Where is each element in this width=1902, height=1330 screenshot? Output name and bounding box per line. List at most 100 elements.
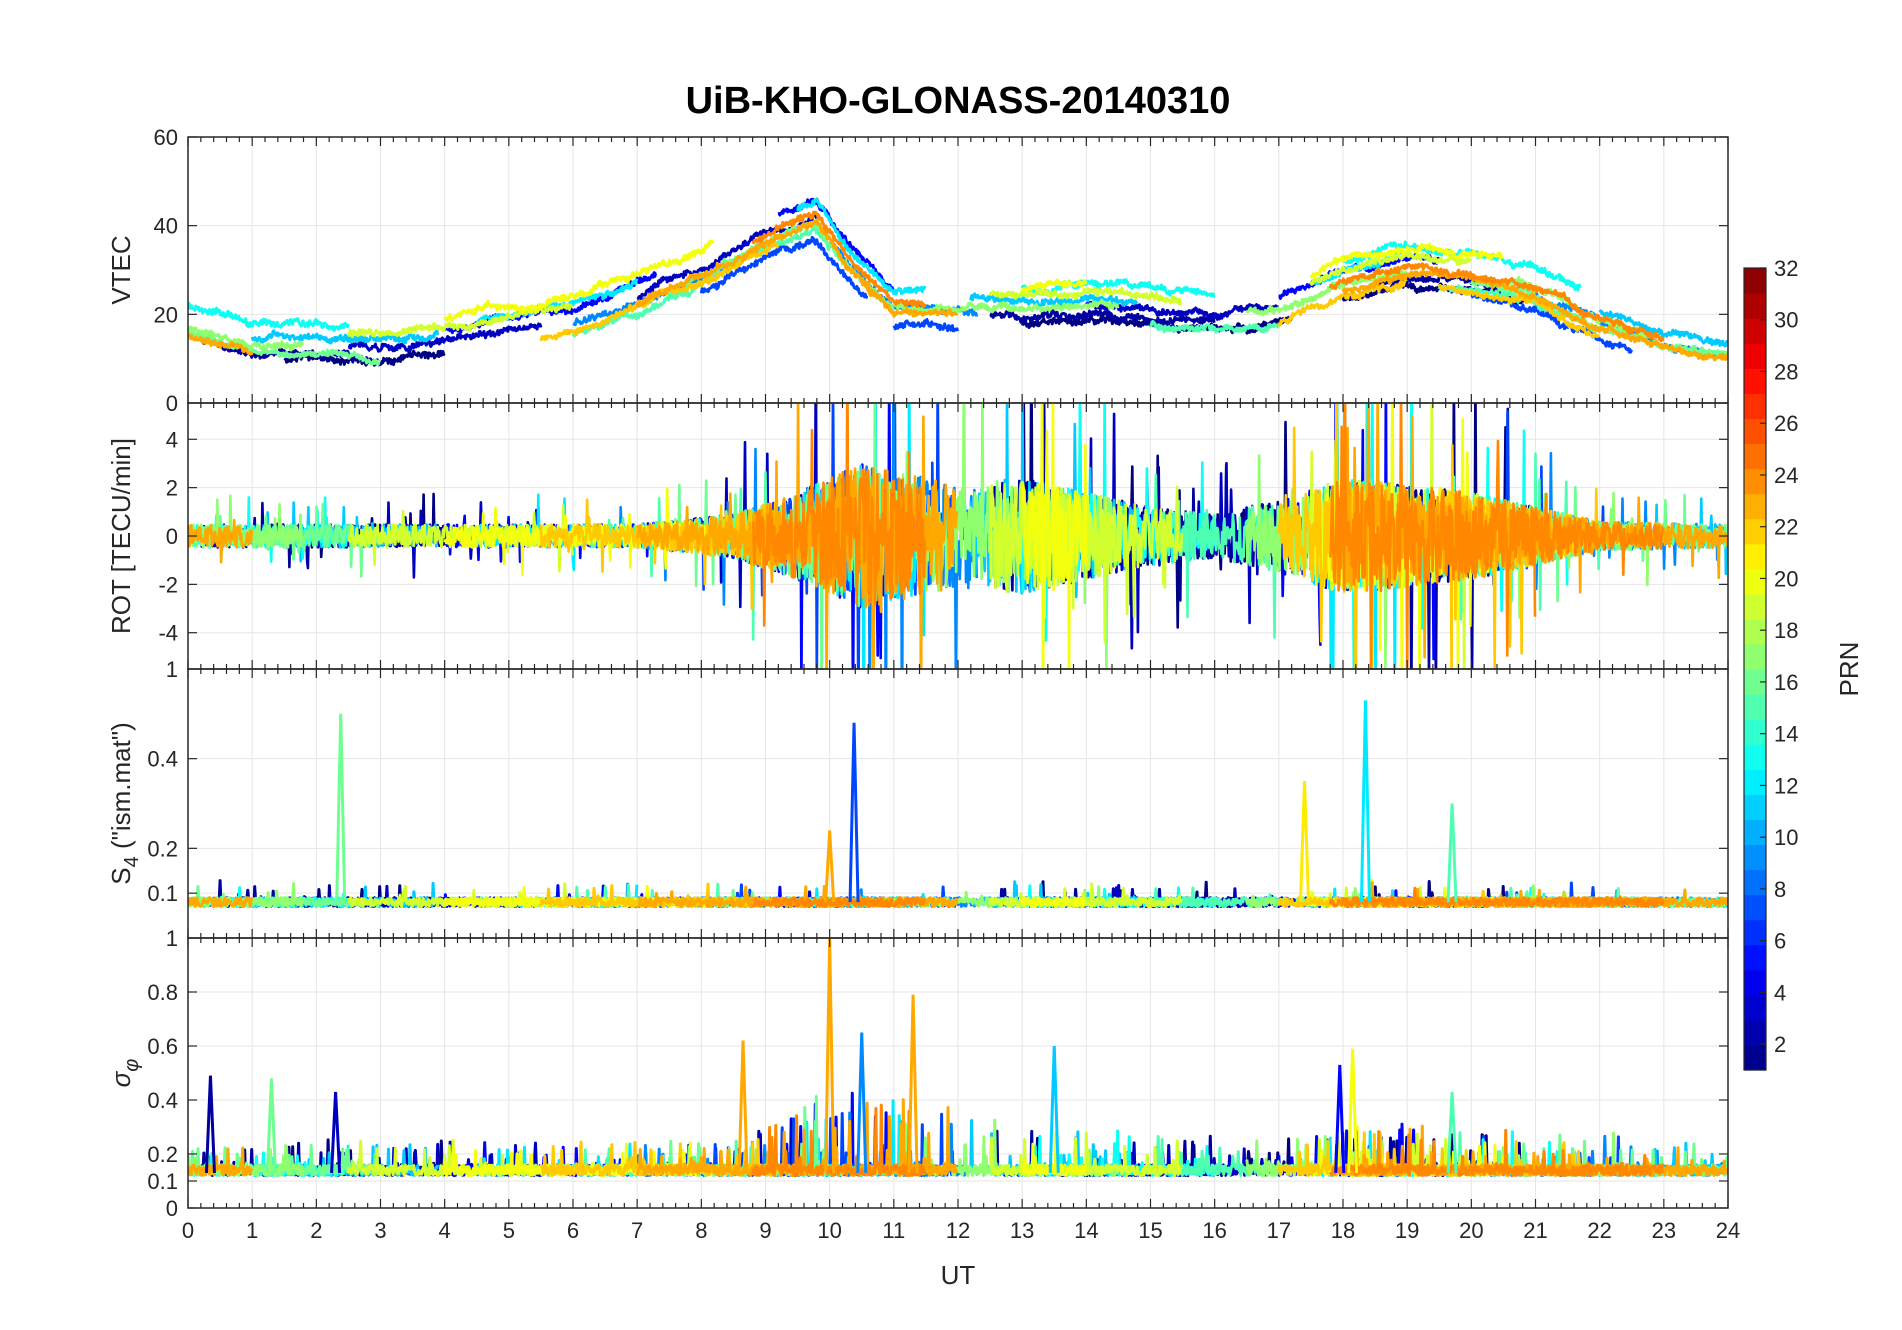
series-prn-23 <box>188 518 254 564</box>
colorbar-band <box>1744 1019 1766 1046</box>
x-tick-label: 8 <box>695 1218 707 1243</box>
y-tick-label: -4 <box>158 621 178 646</box>
grid-lines <box>187 669 1729 938</box>
series-prn-11 <box>250 329 440 345</box>
spike-prn-23 <box>907 994 919 1173</box>
spike-prn-21 <box>1299 781 1310 903</box>
series-prn-11 <box>1598 309 1728 348</box>
spike-prn-3 <box>330 1091 342 1173</box>
series-prn-7 <box>1470 290 1633 354</box>
spike-prn-20 <box>1347 1048 1359 1173</box>
y-tick-label: 0.4 <box>147 747 178 772</box>
series-prn-24 <box>1534 1149 1665 1177</box>
spike-prn-15 <box>1446 803 1458 903</box>
colorbar-band <box>1744 618 1766 645</box>
spike-prn-2 <box>204 1075 216 1173</box>
series-prn-24 <box>1328 1128 1537 1177</box>
x-tick-label: 13 <box>1010 1218 1034 1243</box>
colorbar-band <box>1744 418 1766 445</box>
series-prn-24 <box>1328 262 1537 292</box>
colorbar-band <box>1744 1044 1766 1071</box>
x-ticks <box>187 669 1729 938</box>
colorbar-band <box>1744 343 1766 369</box>
y-tick-label: 0.1 <box>147 881 178 906</box>
x-tick-label: 22 <box>1587 1218 1611 1243</box>
colorbar-tick-label: 24 <box>1774 463 1798 488</box>
x-tick-label: 24 <box>1716 1218 1740 1243</box>
colorbar-tick-label: 14 <box>1774 722 1798 747</box>
series-prn-20 <box>1020 278 1088 293</box>
x-tick-labels: 0 1 2 3 4 5 6 7 8 9 10 11 12 13 14 15 16 17 18 19 20 21 22 23 24 <box>182 1218 1740 1243</box>
x-tick-label: 2 <box>310 1218 322 1243</box>
spike-prn-5 <box>1334 1064 1346 1173</box>
series-prn-24 <box>751 210 927 309</box>
y-axis-label-sub: 4 <box>121 856 143 867</box>
x-tick-label: 15 <box>1138 1218 1162 1243</box>
y-tick-label: 20 <box>154 302 178 327</box>
x-tick-label: 0 <box>182 1218 194 1243</box>
spike-prn-16 <box>335 713 347 903</box>
series-prn-23 <box>188 1146 254 1177</box>
x-tick-label: 20 <box>1459 1218 1483 1243</box>
spike-prn-16 <box>265 1078 277 1173</box>
colorbar-band <box>1744 669 1766 695</box>
colorbar-box <box>1743 267 1767 1071</box>
grid-lines <box>187 136 1729 403</box>
spike-prn-12 <box>1359 700 1371 903</box>
colorbar-band <box>1744 368 1766 394</box>
x-tick-label: 23 <box>1652 1218 1676 1243</box>
x-tick-label: 6 <box>567 1218 579 1243</box>
colorbar-band <box>1744 969 1766 996</box>
y-tick-label: 2 <box>166 476 178 501</box>
colorbar-band <box>1744 844 1766 871</box>
colorbar-tick-label: 10 <box>1774 825 1798 850</box>
colorbar-band <box>1744 769 1766 795</box>
y-axis-label: σφ <box>106 1059 143 1088</box>
x-tick-label: 12 <box>946 1218 970 1243</box>
spike-prn-23 <box>824 830 836 903</box>
colorbar-tick-label: 32 <box>1774 256 1798 281</box>
colorbar-band <box>1744 994 1766 1021</box>
series-prn-15 <box>1149 319 1280 334</box>
series-prn-24 <box>1328 403 1537 669</box>
y-tick-label: 40 <box>154 214 178 239</box>
series-prn-23 <box>188 896 254 908</box>
series-prn-24 <box>751 896 927 909</box>
colorbar-band <box>1744 493 1766 520</box>
colorbar-tick-label: 4 <box>1774 980 1786 1005</box>
x-tick-label: 17 <box>1267 1218 1291 1243</box>
y-tick-label-top: 1 <box>166 926 178 951</box>
colorbar-tick-label: 26 <box>1774 411 1798 436</box>
x-ticks <box>187 137 1729 403</box>
series-prn-17 <box>892 298 1120 316</box>
series-prn-20 <box>1020 403 1088 669</box>
series-prn-23 <box>860 278 959 318</box>
y-tick-label: 60 <box>154 125 178 150</box>
series-prn-19 <box>346 303 574 339</box>
colorbar-band <box>1744 694 1766 720</box>
colorbar-band <box>1744 894 1766 921</box>
x-tick-label: 7 <box>631 1218 643 1243</box>
y-tick-label: 0.6 <box>147 1034 178 1059</box>
x-tick-label: 21 <box>1523 1218 1547 1243</box>
series-prn-24 <box>1534 286 1665 343</box>
colorbar-tick-label: 2 <box>1774 1032 1786 1057</box>
colorbar-band <box>1744 944 1766 971</box>
x-tick-label: 19 <box>1395 1218 1419 1243</box>
colorbar-band <box>1744 393 1766 419</box>
y-tick-label: 0.8 <box>147 980 178 1005</box>
series-prn-7 <box>892 318 960 333</box>
colorbar-band <box>1744 443 1766 470</box>
colorbar-tick-label: 20 <box>1774 566 1798 591</box>
colorbar-band <box>1744 468 1766 495</box>
series-group <box>188 403 1728 669</box>
y-tick-label: 0.2 <box>147 836 178 861</box>
series-prn-12 <box>796 197 927 296</box>
x-tick-label: 11 <box>882 1218 905 1243</box>
x-tick-label: 10 <box>817 1218 841 1243</box>
y-tick-label: 4 <box>166 427 178 452</box>
series-prn-3 <box>636 213 819 301</box>
colorbar-band <box>1744 293 1766 319</box>
series-prn-3 <box>347 322 543 353</box>
series-prn-20 <box>443 239 715 323</box>
